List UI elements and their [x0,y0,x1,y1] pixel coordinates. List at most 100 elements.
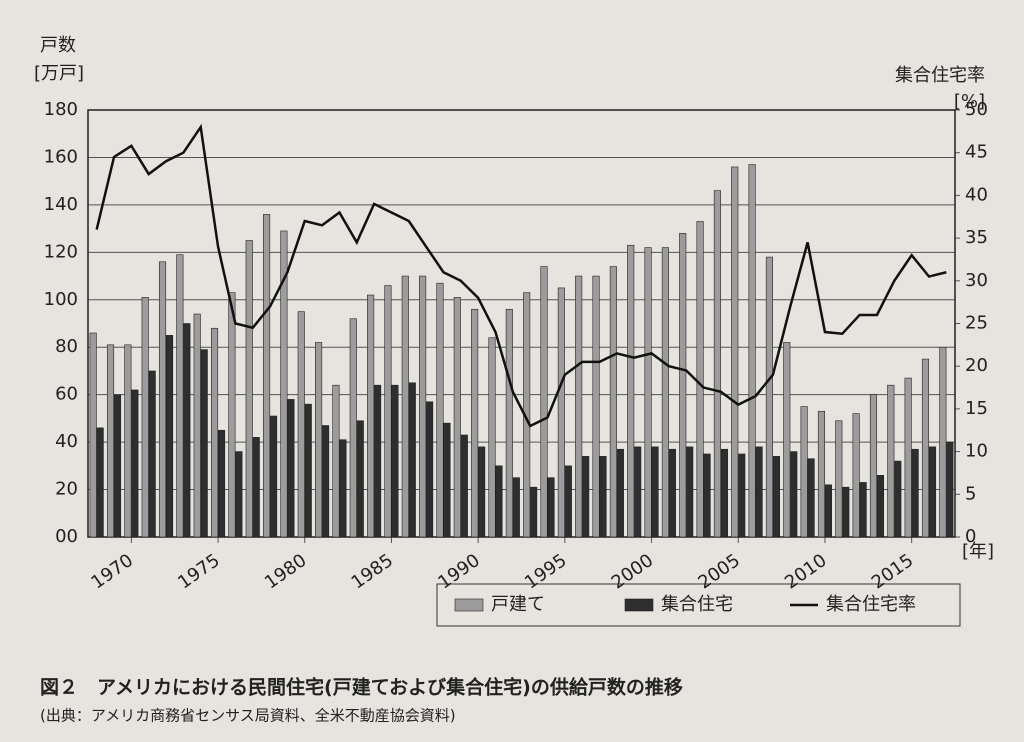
bar [703,453,711,538]
bar [859,482,867,538]
line [95,123,947,428]
bar [443,422,451,538]
y-tick-label: 160 [44,146,78,167]
bar [772,456,780,538]
x-tick-label: 1990 [434,550,484,593]
y-tick-label: 00 [55,526,78,547]
y-tick-label: 40 [55,431,78,452]
bar [228,292,236,538]
bar [367,294,375,538]
legend-label: 集合住宅 [661,594,733,615]
bar [471,308,479,538]
bar [349,318,357,538]
legend-swatch [624,598,654,612]
y2-tick-label: 40 [965,184,988,205]
bar [894,460,902,538]
bar [835,420,843,538]
bar [679,233,687,538]
bar [245,240,253,538]
bar [270,415,278,538]
x-axis-unit: [年] [962,541,994,562]
y-tick-label: 80 [55,336,78,357]
bar [887,384,895,538]
y-axis-label: 戸数 [40,35,76,56]
bar [644,247,652,538]
bar [564,465,572,538]
bar [332,384,340,538]
bar [235,451,243,538]
bar [141,297,149,538]
y2-tick-label: 15 [965,398,988,419]
bar [183,323,191,538]
bar [609,266,617,538]
bar [946,441,954,538]
y-tick-label: 180 [44,99,78,120]
legend-swatch [454,598,484,612]
bar [113,394,122,538]
y-tick-label: 140 [44,194,78,215]
bar [904,377,912,538]
bar [921,358,930,538]
bar [505,308,513,538]
legend-box [436,583,961,627]
y2-axis-label: 集合住宅率 [895,65,985,86]
bar [582,456,590,538]
bar [842,486,850,538]
bar [304,403,312,538]
y2-tick-label: 30 [965,270,988,291]
bar [218,429,226,538]
bar [928,446,937,538]
bar [790,451,798,538]
bar [158,261,167,538]
bar [748,164,756,538]
y-tick-label: 100 [44,289,78,310]
bar [453,297,461,538]
bar [131,389,139,538]
bar [252,437,260,538]
bar [512,477,520,538]
x-tick-label: 2010 [781,550,831,593]
x-tick-label: 2005 [694,550,744,593]
bar [911,448,919,538]
bar [287,399,295,538]
bar [211,327,219,538]
legend-label: 集合住宅率 [826,594,916,615]
x-tick-label: 2015 [868,550,918,593]
bar [807,458,815,538]
bar [575,275,583,538]
y2-axis-unit: [%] [954,91,985,112]
bar [731,166,739,538]
bar [419,275,427,538]
bar [592,275,600,538]
bar [852,413,860,538]
bar [800,406,808,538]
y2-tick-label: 5 [965,483,976,504]
bar [176,254,184,538]
x-tick-label: 1995 [521,550,571,593]
bar [869,394,878,538]
bar [297,311,305,538]
bar [106,344,115,538]
bar [315,342,323,538]
bar [616,448,624,538]
bar [488,337,496,538]
bar [401,275,409,538]
y2-tick-label: 0 [965,526,976,547]
x-tick-label: 1975 [174,550,224,593]
bar [686,446,694,538]
y2-tick-label: 25 [965,313,988,334]
bar [124,344,132,538]
bar [634,446,642,538]
bar [661,247,669,538]
bar [540,266,548,538]
bar [817,410,826,538]
bar [339,439,347,538]
bar [263,214,271,538]
bar [783,342,791,538]
y-tick-label: 20 [55,479,78,500]
x-tick-label: 2000 [608,550,658,593]
bar [939,346,947,538]
x-tick-label: 1985 [348,550,398,593]
bar [651,446,659,538]
